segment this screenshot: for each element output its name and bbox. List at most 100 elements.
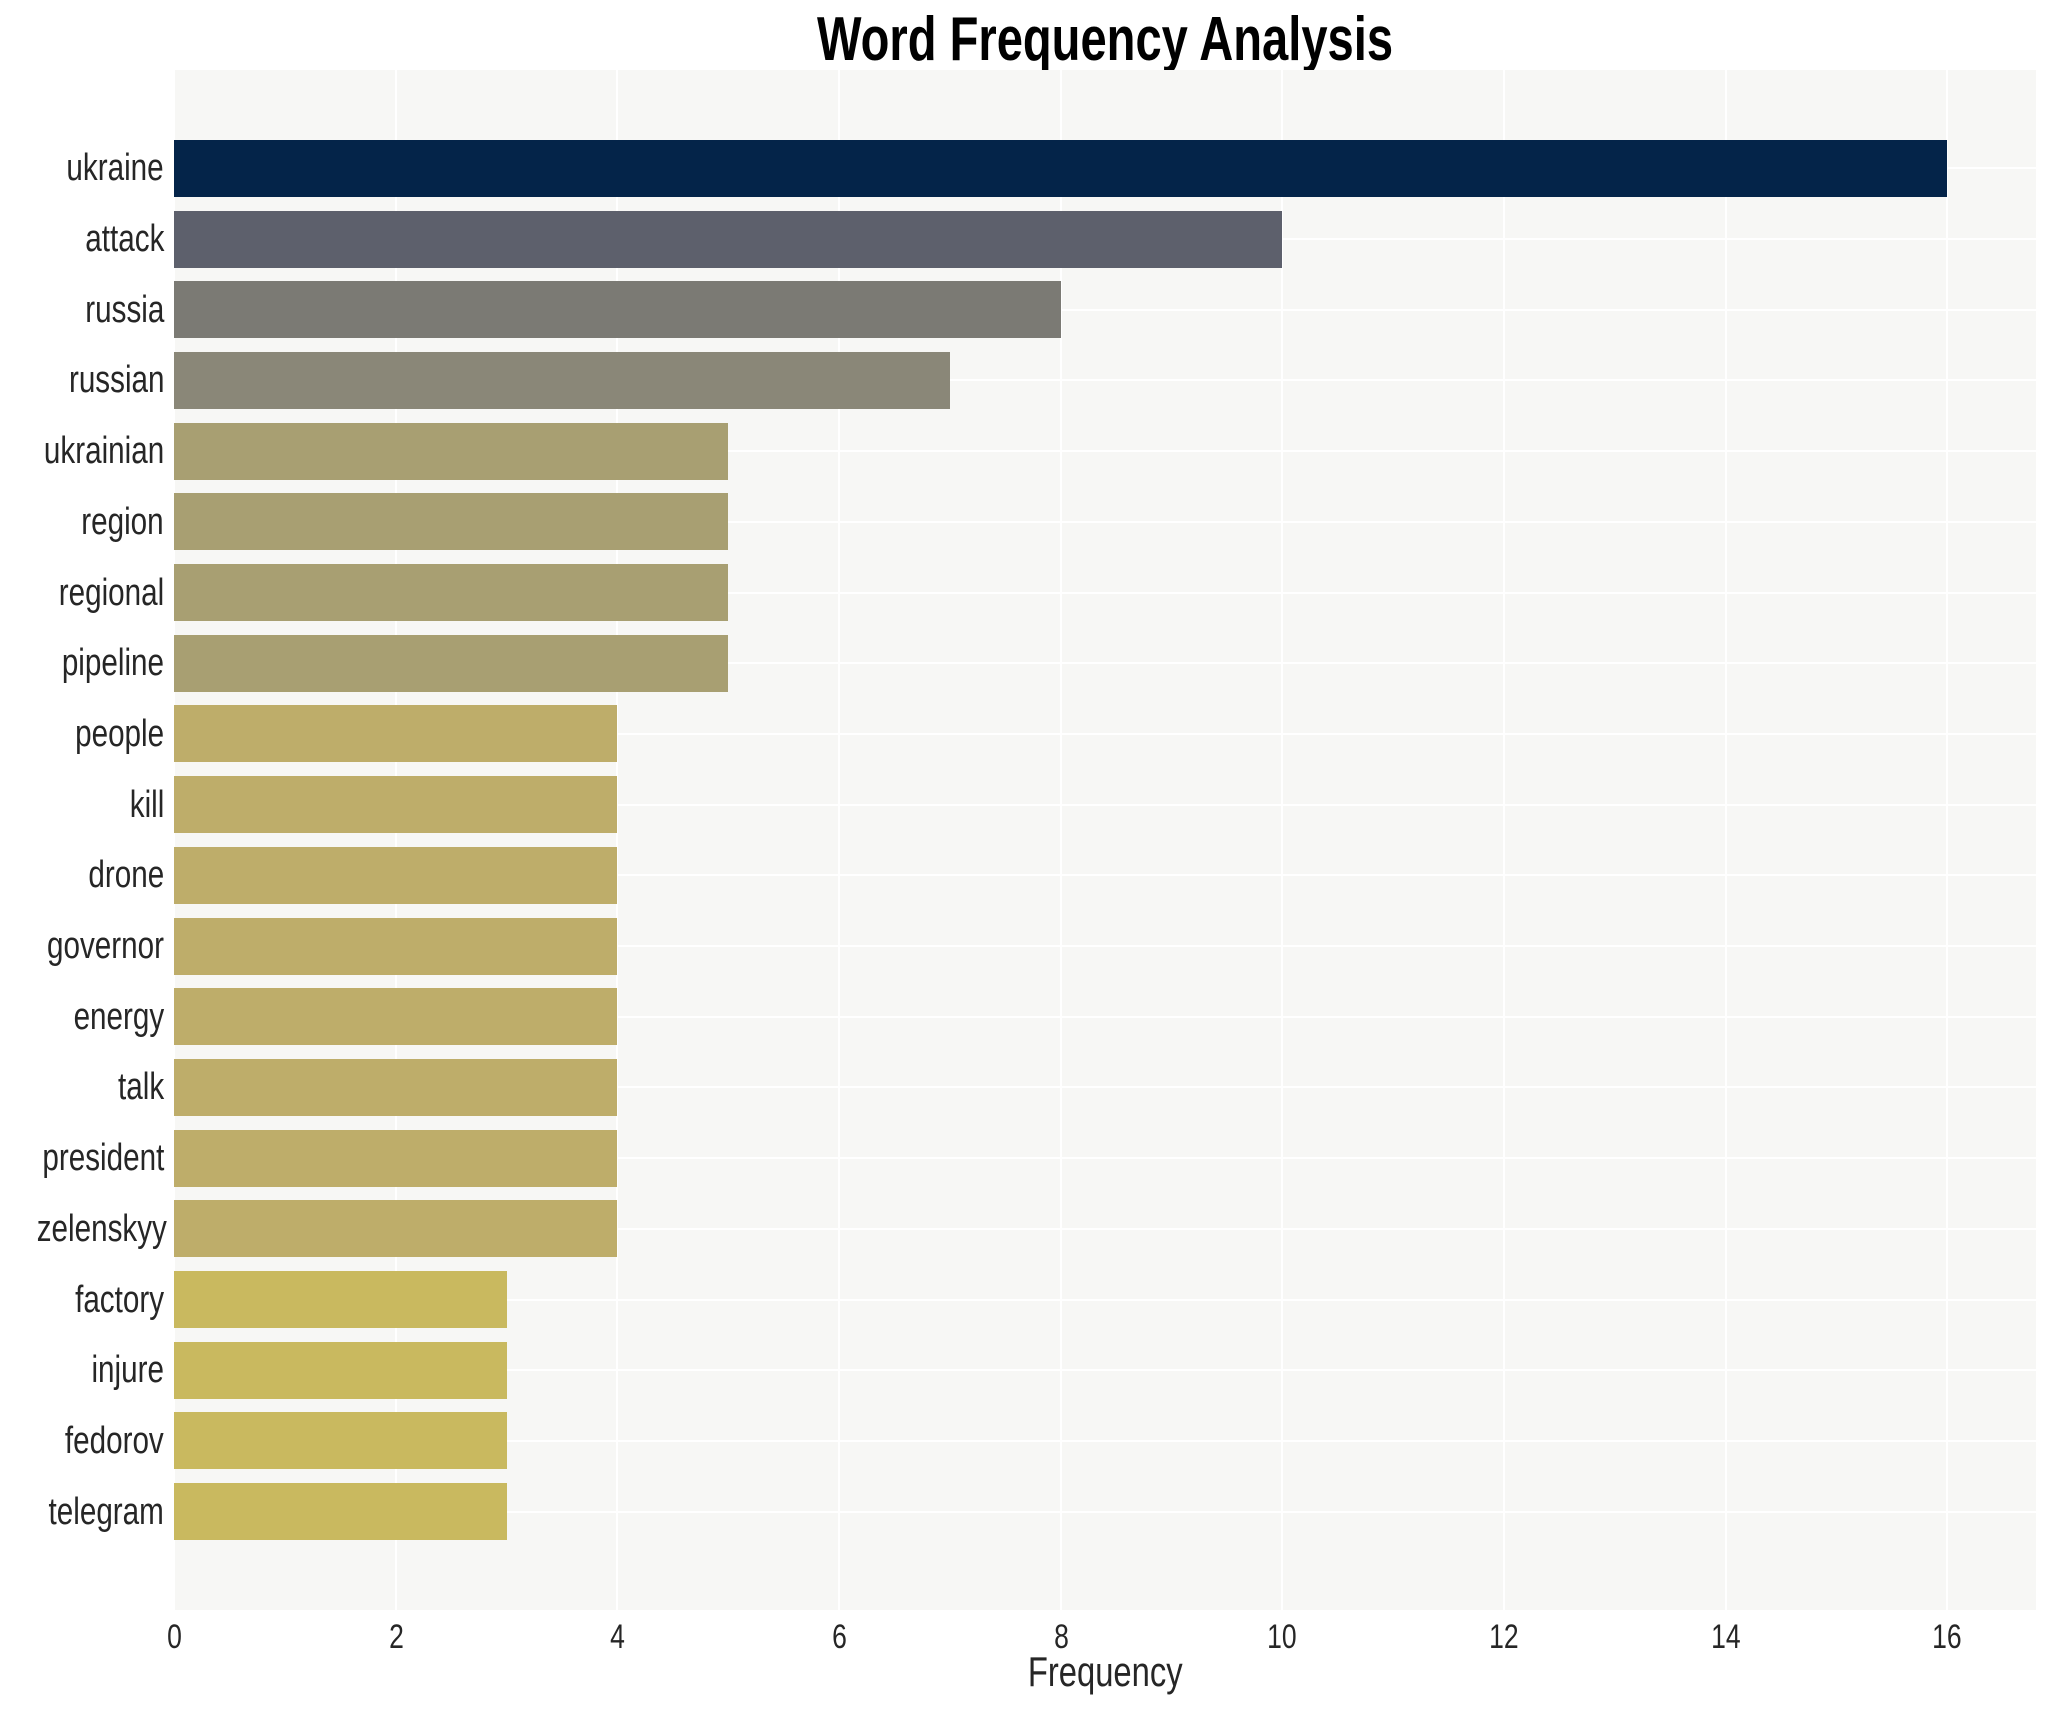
- horizontal-gridline: [174, 1298, 2036, 1301]
- category-label-kill: kill: [0, 786, 164, 824]
- horizontal-gridline: [174, 945, 2036, 948]
- vertical-gridline: [1059, 70, 1062, 1610]
- bar-people: [174, 705, 617, 762]
- category-label-text: ukrainian: [43, 430, 164, 472]
- horizontal-gridline: [174, 591, 2036, 594]
- bar-injure: [174, 1342, 507, 1399]
- x-tick-label-text: 2: [388, 1618, 404, 1656]
- horizontal-gridline: [174, 732, 2036, 735]
- bar-russia: [174, 281, 1061, 338]
- x-tick-label-text: 14: [1711, 1618, 1741, 1656]
- x-tick-label-2: 2: [336, 1620, 456, 1654]
- x-tick-label-text: 8: [1053, 1618, 1069, 1656]
- bar-energy: [174, 988, 617, 1045]
- horizontal-gridline: [174, 1369, 2036, 1372]
- category-label-fedorov: fedorov: [0, 1422, 164, 1460]
- bar-zelenskyy: [174, 1200, 617, 1257]
- category-label-text: energy: [73, 996, 164, 1038]
- category-label-people: people: [0, 715, 164, 753]
- vertical-gridline: [1503, 70, 1505, 1610]
- bar-regional: [174, 564, 728, 621]
- x-tick-label-text: 12: [1489, 1618, 1519, 1656]
- category-label-energy: energy: [0, 998, 164, 1036]
- category-label-attack: attack: [0, 220, 164, 258]
- category-label-ukrainian: ukrainian: [0, 432, 164, 470]
- bar-pipeline: [174, 635, 728, 692]
- category-label-text: russian: [68, 359, 164, 401]
- x-tick-label-text: 0: [166, 1618, 182, 1656]
- vertical-gridline: [1946, 70, 1949, 1610]
- vertical-gridline: [1281, 70, 1284, 1610]
- horizontal-gridline: [174, 308, 2036, 311]
- vertical-gridline: [616, 70, 619, 1610]
- x-tick-label-text: 16: [1932, 1618, 1962, 1656]
- category-label-zelenskyy: zelenskyy: [0, 1208, 167, 1250]
- x-tick-label-0: 0: [114, 1620, 234, 1654]
- category-label-ukraine: ukraine: [0, 149, 164, 187]
- category-label-text: ukraine: [66, 147, 164, 189]
- x-tick-label-4: 4: [557, 1620, 677, 1654]
- category-label-text: governor: [47, 925, 164, 967]
- horizontal-gridline: [174, 803, 2036, 806]
- x-tick-label-6: 6: [779, 1620, 899, 1654]
- category-label-factory: factory: [0, 1281, 164, 1319]
- category-label-drone: drone: [0, 856, 164, 894]
- bar-telegram: [174, 1483, 507, 1540]
- category-label-russian: russian: [0, 361, 164, 399]
- bar-attack: [174, 211, 1282, 268]
- x-tick-label-text: 6: [831, 1618, 847, 1656]
- horizontal-gridline: [174, 1157, 2036, 1160]
- category-label-text: pipeline: [61, 642, 164, 684]
- bar-kill: [174, 776, 617, 833]
- category-label-text: region: [81, 501, 164, 543]
- x-tick-label-12: 12: [1444, 1620, 1564, 1654]
- category-label-text: fedorov: [65, 1420, 164, 1462]
- x-tick-label-text: 10: [1267, 1618, 1297, 1656]
- category-label-text: kill: [129, 784, 164, 826]
- horizontal-gridline: [174, 874, 2036, 877]
- vertical-gridline: [838, 70, 840, 1610]
- x-axis-title: Frequency: [174, 1650, 2036, 1694]
- category-label-president: president: [0, 1139, 164, 1177]
- category-label-pipeline: pipeline: [0, 644, 164, 682]
- category-label-talk: talk: [0, 1068, 164, 1106]
- category-label-telegram: telegram: [0, 1493, 164, 1531]
- x-tick-label-text: 4: [609, 1618, 625, 1656]
- category-label-text: russia: [84, 289, 164, 331]
- bar-russian: [174, 352, 950, 409]
- category-label-text: regional: [58, 572, 164, 614]
- chart-title: Word Frequency Analysis: [174, 4, 2036, 75]
- horizontal-gridline: [174, 662, 2036, 665]
- category-label-text: talk: [117, 1066, 164, 1108]
- horizontal-gridline: [174, 1439, 2036, 1442]
- bar-ukrainian: [174, 423, 728, 480]
- category-label-text: zelenskyy: [36, 1208, 167, 1250]
- bar-ukraine: [174, 140, 1947, 197]
- x-tick-label-14: 14: [1666, 1620, 1786, 1654]
- horizontal-gridline: [174, 1227, 2036, 1230]
- x-tick-label-10: 10: [1222, 1620, 1342, 1654]
- bar-fedorov: [174, 1412, 507, 1469]
- horizontal-gridline: [174, 1086, 2036, 1089]
- horizontal-gridline: [174, 450, 2036, 453]
- x-tick-label-16: 16: [1887, 1620, 2007, 1654]
- bar-talk: [174, 1059, 617, 1116]
- category-label-text: injure: [91, 1349, 164, 1391]
- bar-region: [174, 493, 728, 550]
- vertical-gridline: [1724, 70, 1727, 1610]
- x-axis-title-text: Frequency: [1027, 1648, 1183, 1695]
- horizontal-gridline: [174, 520, 2036, 523]
- category-label-governor: governor: [0, 927, 164, 965]
- bar-factory: [174, 1271, 507, 1328]
- x-tick-label-8: 8: [1001, 1620, 1121, 1654]
- category-label-text: president: [42, 1137, 164, 1179]
- category-label-russia: russia: [0, 291, 164, 329]
- category-label-regional: regional: [0, 574, 164, 612]
- bar-drone: [174, 847, 617, 904]
- category-label-text: telegram: [48, 1491, 164, 1533]
- category-label-text: factory: [75, 1279, 164, 1321]
- category-label-region: region: [0, 503, 164, 541]
- bar-governor: [174, 918, 617, 975]
- category-label-injure: injure: [0, 1351, 164, 1389]
